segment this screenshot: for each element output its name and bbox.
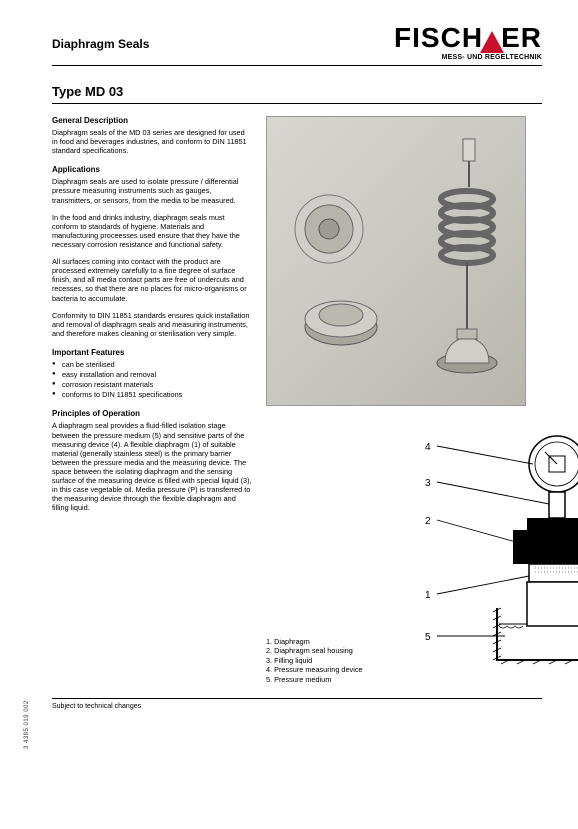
- callout-2: 2: [425, 516, 431, 527]
- brand-logo: FISCHER MESS- UND REGELTECHNIK: [394, 24, 542, 61]
- document-title: Diaphragm Seals: [52, 37, 149, 61]
- list-item: can be sterilised: [52, 360, 252, 369]
- legend-item: 4. Pressure measuring device: [266, 665, 363, 674]
- paragraph: In the food and drinks industry, diaphra…: [52, 213, 252, 249]
- paragraph: All surfaces coming into contact with th…: [52, 257, 252, 303]
- text-column: General Description Diaphragm seals of t…: [52, 116, 252, 684]
- legend-item: 1. Diaphragm: [266, 637, 363, 646]
- section-heading: Applications: [52, 165, 252, 175]
- paragraph: Diaphragm seals are used to isolate pres…: [52, 177, 252, 204]
- diagram-legend: 1. Diaphragm 2. Diaphragm seal housing 3…: [266, 637, 363, 684]
- list-item: corrosion resistant materials: [52, 380, 252, 389]
- logo-text: FISCHER: [394, 24, 542, 52]
- legend-item: 3. Filling liquid: [266, 656, 363, 665]
- callout-5: 5: [425, 632, 431, 643]
- section-heading: Important Features: [52, 348, 252, 358]
- legend-item: 2. Diaphragm seal housing: [266, 646, 363, 655]
- paragraph: Diaphragm seals of the MD 03 series are …: [52, 128, 252, 155]
- type-title: Type MD 03: [52, 84, 542, 104]
- product-photo: [266, 116, 526, 406]
- list-item: conforms to DIN 11851 specifications: [52, 390, 252, 399]
- logo-triangle-icon: [480, 31, 504, 53]
- logo-subtitle: MESS- UND REGELTECHNIK: [394, 54, 542, 61]
- legend-item: 5. Pressure medium: [266, 675, 363, 684]
- paragraph: A diaphragm seal provides a fluid-filled…: [52, 421, 252, 512]
- callout-1: 1: [425, 590, 431, 601]
- section-heading: Principles of Operation: [52, 409, 252, 419]
- callout-3: 3: [425, 478, 431, 489]
- paragraph: Conformity to DIN 11851 standards ensure…: [52, 311, 252, 338]
- features-list: can be sterilised easy installation and …: [52, 360, 252, 399]
- page-header: Diaphragm Seals FISCHER MESS- UND REGELT…: [52, 24, 542, 66]
- section-heading: General Description: [52, 116, 252, 126]
- list-item: easy installation and removal: [52, 370, 252, 379]
- side-doc-code: 3 4385 019 002: [24, 700, 30, 749]
- principle-diagram: P: [377, 424, 578, 684]
- footer-note: Subject to technical changes: [52, 698, 542, 710]
- callout-4: 4: [425, 442, 431, 453]
